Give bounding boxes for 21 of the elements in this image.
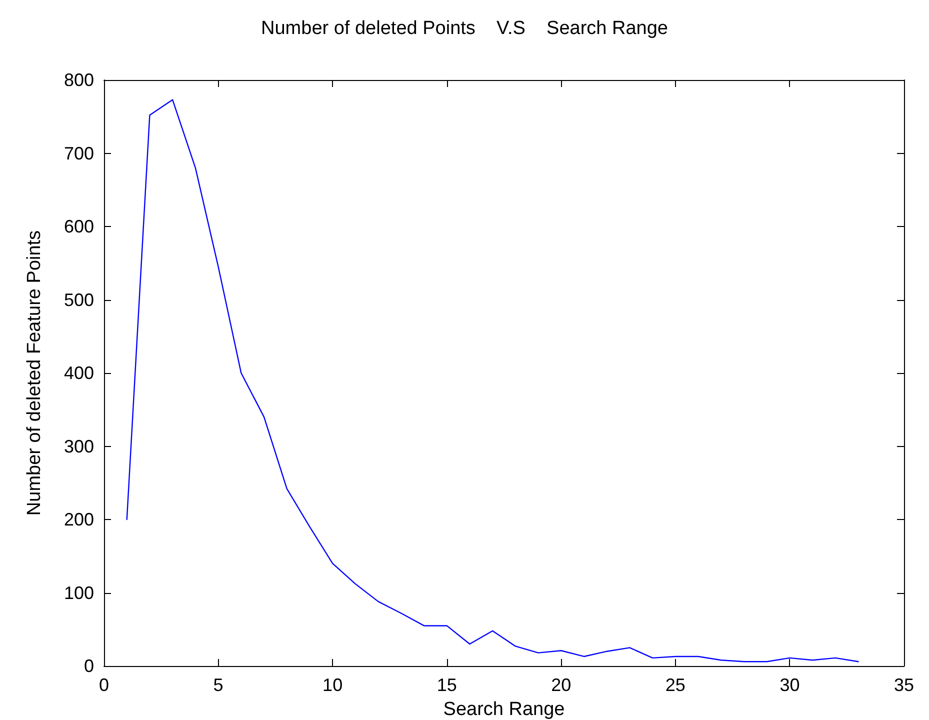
x-axis-title: Search Range: [443, 699, 565, 720]
x-tick-label: 25: [665, 675, 686, 695]
x-tick-label: 30: [780, 675, 800, 695]
y-tick-label: 700: [64, 143, 94, 164]
x-tick-label: 35: [894, 675, 914, 695]
y-tick-label: 300: [64, 436, 94, 456]
y-tick-label: 500: [64, 290, 94, 310]
y-axis-title: Number of deleted Feature Points: [24, 230, 45, 516]
y-tick-label: 200: [64, 510, 94, 530]
x-tick-label: 0: [98, 675, 110, 695]
x-tick-label: 20: [551, 675, 572, 695]
x-tick-label: 5: [213, 675, 224, 695]
y-tick-label: 800: [64, 70, 94, 90]
line-series: [126, 99, 859, 662]
x-tick-label: 10: [322, 675, 343, 695]
y-tick-label: 600: [64, 216, 94, 236]
y-tick-label: 0: [84, 656, 94, 676]
chart-title: Number of deleted Points V.S Search Range: [261, 18, 668, 39]
y-tick-label: 100: [64, 582, 94, 603]
x-tick-label: 15: [436, 675, 457, 695]
y-tick-label: 400: [64, 363, 94, 383]
